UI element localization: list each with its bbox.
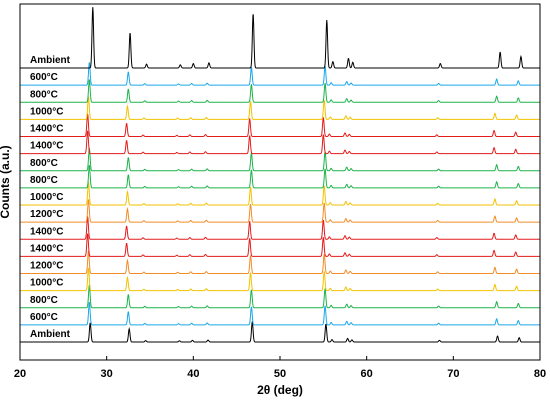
series-label: 600°C [30, 312, 58, 323]
series-line [20, 301, 540, 326]
y-axis-title: Counts (a.u.) [0, 145, 12, 218]
plot-frame [19, 3, 541, 361]
series-line [20, 267, 540, 292]
x-tick-label: 30 [101, 368, 113, 380]
x-axis-ticks: 20 30 40 50 60 70 80 [14, 356, 546, 380]
series-line [20, 182, 540, 206]
series-label: Ambient [30, 55, 71, 66]
x-tick-label: 40 [187, 368, 199, 380]
series-label: 800°C [30, 89, 58, 100]
series-label: 1000°C [30, 278, 63, 289]
series-label: 800°C [30, 175, 58, 186]
series-label: Ambient [30, 329, 71, 340]
x-tick-label: 60 [361, 368, 373, 380]
series-line [20, 62, 540, 86]
series-line [20, 130, 540, 155]
series-line [20, 284, 540, 309]
series-label: 1000°C [30, 192, 63, 203]
series-line [20, 199, 540, 223]
series-line [20, 233, 540, 257]
series-line [20, 321, 540, 343]
series-label: 1200°C [30, 209, 63, 220]
x-tick-label: 20 [14, 368, 26, 380]
series-label: 800°C [30, 295, 58, 306]
series-label: 1200°C [30, 261, 63, 272]
x-tick-label: 80 [534, 368, 546, 380]
series-line [20, 164, 540, 189]
series-label: 1400°C [30, 124, 63, 135]
series-label: 1000°C [30, 106, 63, 117]
x-tick-label: 50 [274, 368, 286, 380]
x-tick-label: 70 [447, 368, 459, 380]
series-label: 1400°C [30, 141, 63, 152]
series-line [20, 216, 540, 240]
series-line [20, 79, 540, 103]
traces-group [20, 7, 540, 343]
x-axis-title: 2θ (deg) [257, 383, 303, 397]
series-line [20, 96, 540, 120]
series-label: 800°C [30, 158, 58, 169]
series-label: 600°C [30, 72, 58, 83]
series-label: 1400°C [30, 243, 63, 254]
series-line [20, 113, 540, 137]
series-label: 1400°C [30, 226, 63, 237]
series-line [20, 7, 540, 69]
series-line [20, 250, 540, 274]
trace-labels-group: Ambient 600°C 800°C 1000°C 1200°C 1400°C 1400°… [30, 55, 71, 340]
series-line [20, 147, 540, 172]
